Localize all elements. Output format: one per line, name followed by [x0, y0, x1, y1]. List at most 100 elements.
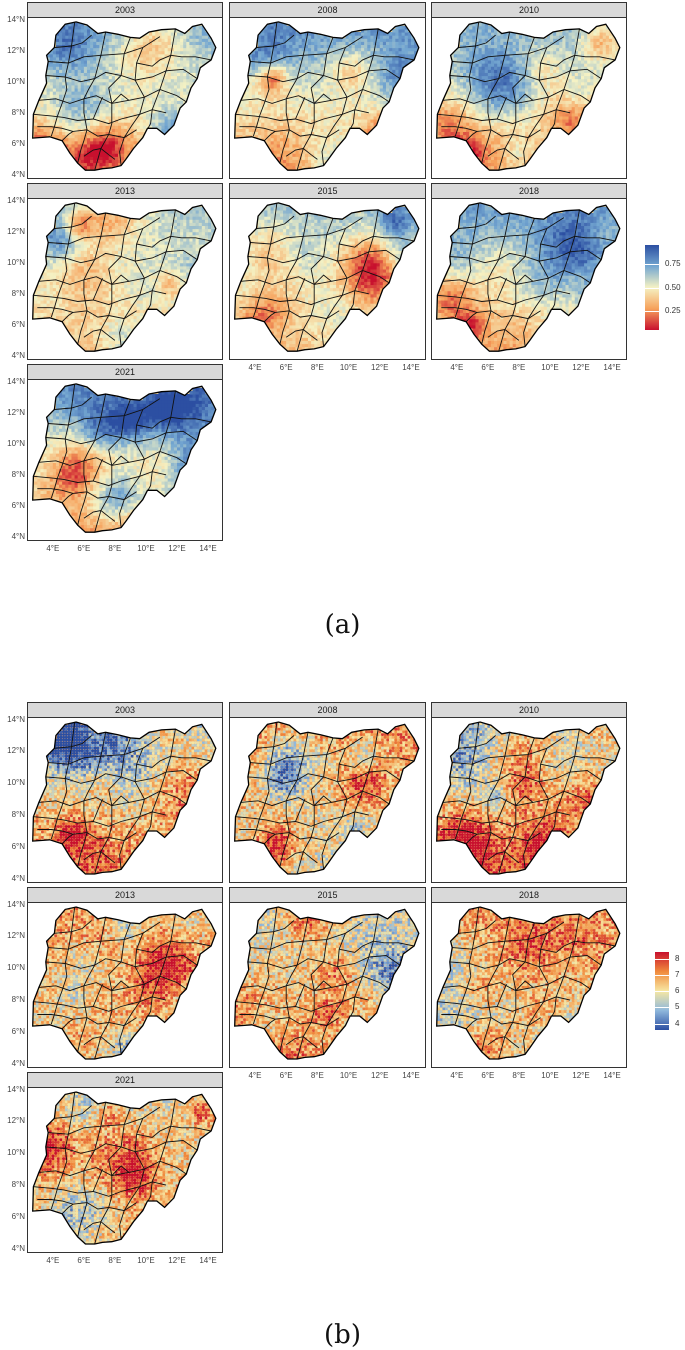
surface-cell	[279, 156, 284, 160]
surface-cell	[487, 159, 492, 164]
surface-cell	[332, 115, 337, 120]
surface-cell	[317, 125, 322, 129]
surface-cell	[208, 47, 212, 52]
surface-cell	[86, 109, 91, 114]
surface-cell	[133, 125, 138, 129]
surface-cell	[357, 84, 362, 89]
surface-cell	[522, 162, 526, 167]
surface-cell	[55, 41, 60, 46]
surface-cell	[121, 159, 125, 164]
surface-cell	[108, 134, 113, 139]
surface-cell	[456, 53, 461, 58]
surface-cell	[503, 118, 508, 123]
surface-cell	[279, 25, 284, 30]
surface-cell	[339, 115, 343, 120]
surface-cell	[155, 84, 159, 89]
surface-cell	[404, 28, 409, 33]
surface-cell	[102, 106, 107, 111]
surface-cell	[283, 50, 287, 55]
surface-cell	[301, 72, 306, 77]
surface-cell	[379, 44, 384, 49]
surface-cell	[323, 103, 328, 108]
surface-cell	[481, 112, 486, 117]
surface-cell	[192, 28, 197, 33]
surface-cell	[124, 87, 128, 92]
surface-cell	[62, 81, 66, 86]
surface-cell	[518, 162, 523, 167]
surface-cell	[71, 87, 76, 92]
surface-cell	[528, 125, 532, 129]
surface-cell	[99, 137, 104, 142]
surface-cell	[127, 69, 132, 73]
surface-cell	[77, 97, 82, 101]
surface-cell	[450, 106, 455, 111]
surface-cell	[295, 140, 300, 145]
surface-cell	[336, 137, 340, 142]
surface-cell	[459, 131, 464, 136]
surface-cell	[96, 109, 100, 114]
surface-cell	[522, 115, 526, 120]
surface-cell	[170, 78, 175, 83]
surface-cell	[497, 115, 501, 120]
state-boundary	[50, 22, 76, 137]
surface-cell	[490, 41, 495, 46]
surface-cell	[118, 63, 122, 67]
surface-cell	[450, 81, 455, 86]
surface-cell	[320, 41, 325, 46]
surface-cell	[142, 106, 147, 111]
surface-cell	[99, 109, 104, 114]
surface-cell	[292, 59, 297, 64]
surface-cell	[537, 50, 542, 55]
surface-cell	[336, 56, 340, 61]
surface-cell	[357, 87, 362, 92]
surface-cell	[367, 115, 371, 120]
surface-cell	[40, 112, 45, 117]
surface-cell	[320, 112, 325, 117]
surface-cell	[336, 84, 340, 89]
surface-cell	[329, 134, 334, 139]
surface-cell	[90, 38, 94, 42]
surface-cell	[463, 59, 467, 64]
surface-cell	[295, 84, 300, 89]
surface-cell	[512, 47, 517, 52]
surface-cell	[292, 94, 297, 98]
surface-cell	[525, 112, 529, 117]
surface-cell	[261, 78, 265, 83]
surface-cell	[367, 41, 371, 46]
surface-cell	[295, 134, 300, 139]
surface-cell	[494, 47, 498, 52]
surface-cell	[332, 128, 337, 132]
surface-cell	[261, 63, 265, 67]
surface-cell	[512, 109, 517, 114]
surface-cell	[173, 91, 178, 95]
surface-cell	[111, 100, 116, 105]
surface-cell	[404, 35, 409, 39]
surface-cell	[52, 69, 57, 73]
state-boundary	[256, 34, 295, 48]
surface-cell	[142, 38, 147, 42]
surface-cell	[130, 140, 135, 145]
surface-cell	[450, 66, 455, 70]
surface-cell	[525, 159, 529, 164]
surface-cell	[317, 87, 322, 92]
surface-cell	[118, 35, 122, 39]
surface-cell	[509, 63, 514, 67]
surface-cell	[170, 97, 175, 101]
surface-cell	[258, 115, 262, 120]
surface-cell	[487, 162, 492, 167]
surface-cell	[189, 47, 194, 52]
surface-cell	[96, 81, 100, 86]
surface-cell	[354, 35, 359, 39]
surface-cell	[506, 165, 511, 170]
surface-cell	[176, 31, 181, 36]
surface-cell	[512, 38, 517, 42]
surface-cell	[376, 84, 381, 89]
surface-cell	[99, 103, 104, 108]
surface-cell	[102, 50, 107, 55]
surface-cell	[258, 128, 262, 132]
surface-cell	[65, 47, 69, 52]
surface-cell	[386, 87, 390, 92]
surface-cell	[192, 44, 197, 49]
surface-cell	[99, 81, 104, 86]
surface-cell	[283, 63, 287, 67]
